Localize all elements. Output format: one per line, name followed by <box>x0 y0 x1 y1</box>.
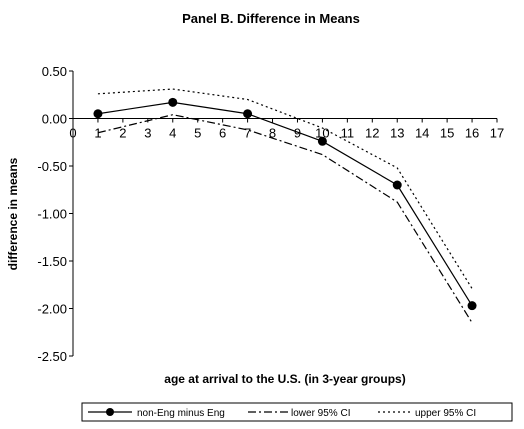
data-point <box>93 109 103 119</box>
x-tick-label: 3 <box>144 126 151 141</box>
x-tick-label: 15 <box>440 126 454 141</box>
axes: 0.500.00-0.50-1.00-1.50-2.00-2.500 1 2 3 4 5 6… <box>37 64 504 364</box>
legend-marker <box>106 408 114 416</box>
data-point <box>467 301 477 311</box>
legend-label-1: non-Eng minus Eng <box>137 408 225 419</box>
x-axis-label: age at arrival to the U.S. (in 3-year gr… <box>164 372 405 386</box>
data-point <box>392 180 402 190</box>
x-tick-label: 9 <box>294 126 301 141</box>
y-tick-label: -2.50 <box>37 349 67 364</box>
x-tick-label: 4 <box>169 126 176 141</box>
y-tick-label: -1.50 <box>37 254 67 269</box>
series-line-2 <box>97 114 473 324</box>
x-tick-label: 17 <box>490 126 504 141</box>
legend-label-3: upper 95% CI <box>415 408 476 419</box>
x-tick-label: 0 <box>69 126 76 141</box>
y-tick-label: 0.50 <box>42 64 67 79</box>
data-point <box>317 136 327 146</box>
x-tick-label: 10 <box>315 126 329 141</box>
legend-box <box>81 402 513 422</box>
series-line-1 <box>97 101 473 306</box>
x-tick-label: 14 <box>415 126 429 141</box>
y-tick-label: -0.50 <box>37 159 67 174</box>
x-tick-label: 2 <box>119 126 126 141</box>
x-tick-label: 5 <box>194 126 201 141</box>
legend-label-2: lower 95% CI <box>291 408 350 419</box>
x-tick-label: 8 <box>269 126 276 141</box>
y-tick-label: -1.00 <box>37 207 67 222</box>
legend: non-Eng minus Eng lower 95% CI upper 95% C… <box>81 402 513 422</box>
x-tick-label: 16 <box>465 126 479 141</box>
x-tick-label: 12 <box>365 126 379 141</box>
data-point <box>243 109 253 119</box>
series-line-3 <box>97 88 473 289</box>
x-tick-label: 7 <box>244 126 251 141</box>
y-tick-label: -2.00 <box>37 302 67 317</box>
series-layer <box>93 88 477 324</box>
x-tick-label: 1 <box>94 126 101 141</box>
chart-title: Panel B. Difference in Means <box>182 11 360 26</box>
x-tick-label: 11 <box>341 126 355 141</box>
y-axis-label: difference in means <box>6 157 20 270</box>
x-tick-label: 6 <box>219 126 226 141</box>
y-tick-label: 0.00 <box>42 112 67 127</box>
data-point <box>168 97 178 107</box>
x-tick-label: 13 <box>390 126 404 141</box>
